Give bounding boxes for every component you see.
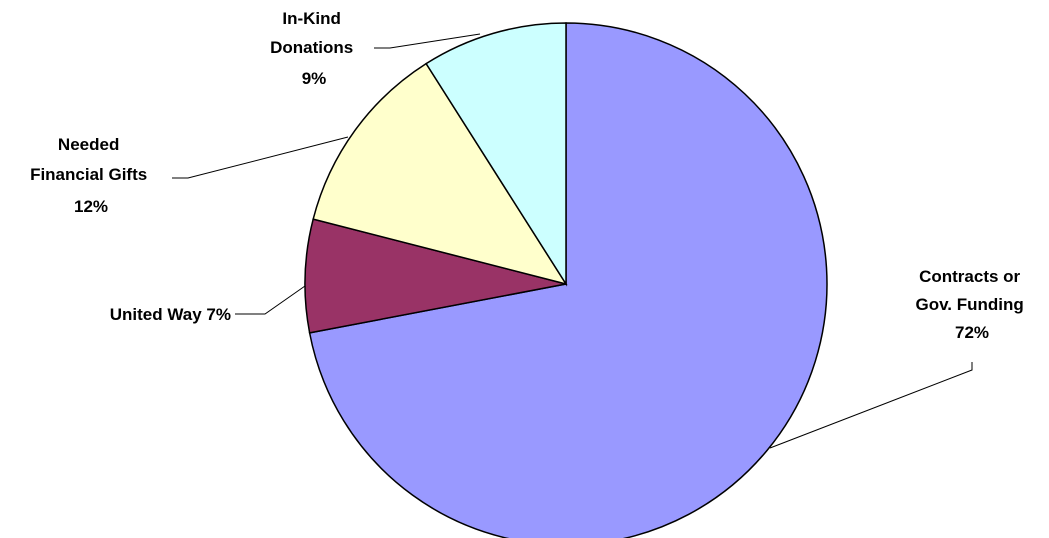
slice-label-line: United Way 7%	[110, 305, 231, 324]
slice-label-value: 72%	[955, 323, 989, 342]
slice-label-line: In-Kind	[282, 9, 341, 28]
slice-label-in-kind: In-Kind Donations 9%	[270, 9, 358, 88]
pie-slice-financial-gifts	[312, 62, 568, 286]
leader-line-contracts	[769, 362, 973, 449]
slice-label-line: Needed	[58, 135, 119, 154]
slice-label-value: 9%	[302, 69, 327, 88]
slice-label-line: Financial Gifts	[30, 165, 147, 184]
pie-slice-united-way	[304, 218, 567, 334]
slice-label-contracts: Contracts or Gov. Funding 72%	[915, 267, 1028, 342]
leader-line-united-way	[235, 285, 306, 315]
slice-label-united-way: United Way 7%	[110, 305, 231, 324]
slice-label-financial-gifts: Needed Financial Gifts 12%	[30, 135, 152, 216]
pie-slice-contracts	[308, 22, 828, 538]
slice-label-value: 12%	[74, 197, 108, 216]
leader-line-in-kind	[374, 33, 481, 49]
slice-label-line: Contracts or	[919, 267, 1020, 286]
slice-label-line: Donations	[270, 38, 353, 57]
pie-slice-in-kind	[425, 22, 567, 287]
slice-label-line: Gov. Funding	[915, 295, 1023, 314]
leader-line-financial-gifts	[172, 136, 349, 179]
leader-lines	[172, 33, 973, 449]
pie-slices	[304, 22, 828, 538]
